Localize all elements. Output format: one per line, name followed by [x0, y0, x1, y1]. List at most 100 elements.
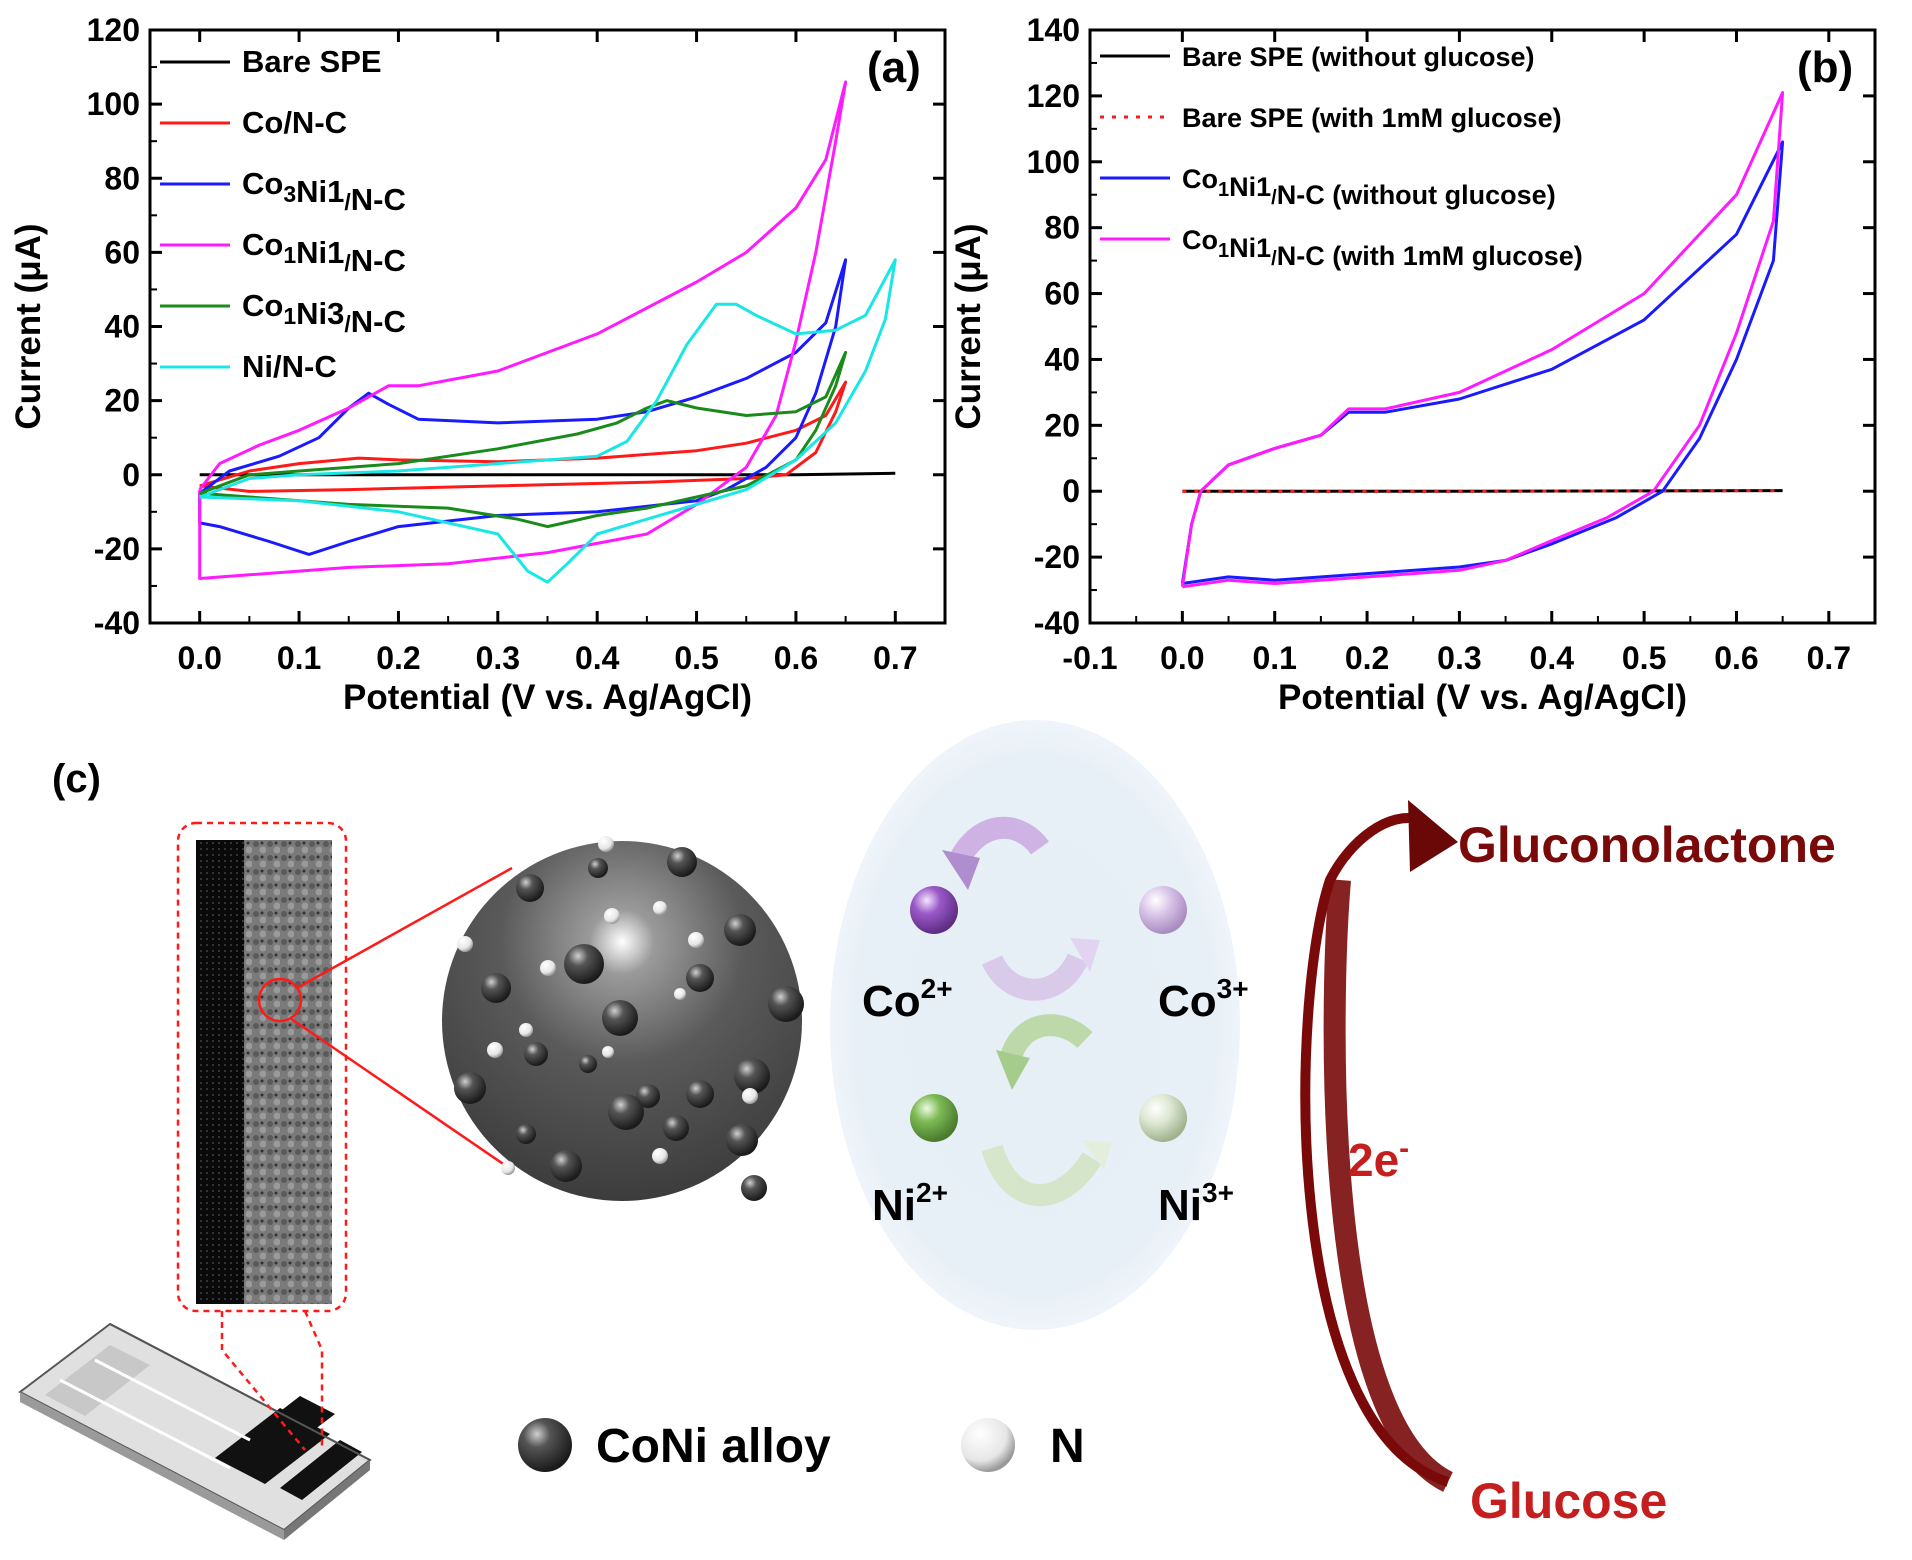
co-redox-cycle-arrows — [942, 816, 1100, 1001]
zoom-callout-box — [176, 821, 348, 1313]
panel-c-label: (c) — [52, 757, 101, 801]
co3-ion-ball — [1139, 886, 1187, 934]
y-tick-label: 20 — [1044, 407, 1080, 443]
y-tick-label: 100 — [87, 86, 140, 122]
alloy-particle — [686, 964, 714, 992]
alloy-particle — [686, 1080, 714, 1108]
y-tick-label: 40 — [1044, 341, 1080, 377]
x-tick-label: 0.6 — [774, 640, 818, 676]
legend-label: Co1Ni1/N-C (with 1mM glucose) — [1182, 225, 1583, 271]
y-axis-label: Current (μA) — [9, 223, 48, 429]
x-tick-label: 0.1 — [277, 640, 321, 676]
n-particle — [519, 1023, 533, 1037]
co2-label: Co2+ — [862, 973, 953, 1026]
n-particle — [652, 1148, 668, 1164]
legend-label: Co1Ni1/N-C (without glucose) — [1182, 164, 1556, 210]
chart-panel-a: 0.0 0.1 0.2 0.3 0.4 0.5 0.6 0.7 -40 -20 0 20 40 60 80 1… — [9, 12, 947, 717]
glucose-label: Glucose — [1470, 1473, 1667, 1529]
legend-label: Bare SPE — [242, 44, 382, 79]
x-tick-label: 0.0 — [177, 640, 221, 676]
y-tick-label: 60 — [1044, 276, 1080, 312]
n-particle — [457, 936, 473, 952]
x-tick-label: -0.1 — [1062, 640, 1117, 676]
x-tick-label: 0.2 — [376, 640, 420, 676]
alloy-particle — [663, 1115, 689, 1141]
y-tick-label: 80 — [1044, 210, 1080, 246]
alloy-particle — [481, 973, 511, 1003]
x-axis-label: Potential (V vs. Ag/AgCl) — [343, 678, 752, 717]
alloy-particle — [768, 986, 804, 1022]
x-tick-label: 0.4 — [575, 640, 620, 676]
alloy-particle — [602, 1000, 638, 1036]
ni2-label: Ni2+ — [872, 1177, 948, 1230]
n-legend-label: N — [1050, 1420, 1085, 1473]
y-tick-label: 0 — [1062, 473, 1080, 509]
x-tick-label: 0.5 — [674, 640, 718, 676]
y-tick-label: -40 — [1034, 605, 1080, 641]
alloy-particle — [454, 1072, 486, 1104]
alloy-particle — [741, 1175, 767, 1201]
y-tick-label: -20 — [94, 531, 140, 567]
x-tick-label: 0.7 — [1807, 640, 1851, 676]
n-particle — [602, 1046, 614, 1058]
series-line — [1180, 91, 1785, 589]
y-tick-label: 0 — [122, 457, 140, 493]
series-line — [198, 80, 848, 580]
legend-label: Co/N-C — [242, 105, 347, 140]
legend-label: Ni/N-C — [242, 349, 337, 384]
y-tick-label: 120 — [1027, 78, 1080, 114]
zoom-circle — [257, 977, 303, 1023]
n-legend-ball — [961, 1418, 1015, 1472]
electrode-strip-illustration — [18, 1322, 372, 1540]
series-line — [199, 350, 848, 529]
alloy-particle — [564, 944, 604, 984]
co2-ion-ball — [910, 886, 958, 934]
alloy-particle — [524, 1042, 548, 1066]
x-axis-label: Potential (V vs. Ag/AgCl) — [1278, 678, 1687, 717]
legend-label: Bare SPE (without glucose) — [1182, 42, 1535, 72]
panel-c-schematic: (c) — [18, 720, 1836, 1540]
n-particle — [501, 1161, 515, 1175]
alloy-particle — [726, 1124, 758, 1156]
alloy-particle — [667, 847, 697, 877]
n-particle — [598, 836, 614, 852]
y-axis-label: Current (μA) — [949, 223, 988, 429]
n-particle — [688, 932, 704, 948]
electrode-cross-section — [196, 840, 244, 1304]
alloy-particle — [579, 1055, 597, 1073]
x-tick-label: 0.4 — [1530, 640, 1575, 676]
n-particle — [540, 960, 556, 976]
nanoparticle-sphere — [442, 836, 804, 1201]
y-tick-label: 60 — [104, 234, 140, 270]
ni-redox-cycle-arrows — [981, 1014, 1112, 1206]
y-tick-label: -20 — [1034, 539, 1080, 575]
catalyst-layer — [244, 840, 332, 1304]
y-tick-label: 80 — [104, 160, 140, 196]
panel-label: (a) — [867, 43, 921, 92]
y-tick-label: 120 — [87, 12, 140, 48]
ni3-label: Ni3+ — [1158, 1177, 1234, 1230]
x-tick-label: 0.1 — [1252, 640, 1296, 676]
chart-panel-b: -0.1 0.0 0.1 0.2 0.3 0.4 0.5 0.6 0.7 -40 -20 0 20 40 6… — [949, 12, 1877, 717]
y-tick-label: 40 — [104, 309, 140, 345]
y-tick-label: -40 — [94, 605, 140, 641]
gluconolactone-label: Gluconolactone — [1458, 817, 1836, 873]
n-particle — [604, 908, 620, 924]
n-particle — [487, 1042, 503, 1058]
alloy-particle — [724, 914, 756, 946]
alloy-particle — [550, 1150, 582, 1182]
legend-label: Co1Ni1/N-C — [242, 227, 406, 278]
alloy-particle — [636, 1084, 660, 1108]
n-particle — [742, 1088, 758, 1104]
x-tick-label: 0.3 — [1437, 640, 1481, 676]
alloy-particle — [608, 1094, 644, 1130]
y-tick-label: 100 — [1027, 144, 1080, 180]
x-tick-label: 0.5 — [1622, 640, 1666, 676]
coni-alloy-legend-label: CoNi alloy — [596, 1420, 831, 1473]
alloy-particle — [516, 874, 544, 902]
ni3-ion-ball — [1139, 1094, 1187, 1142]
series-line — [1182, 489, 1783, 493]
ni2-ion-ball — [910, 1094, 958, 1142]
panel-label: (b) — [1797, 43, 1853, 92]
